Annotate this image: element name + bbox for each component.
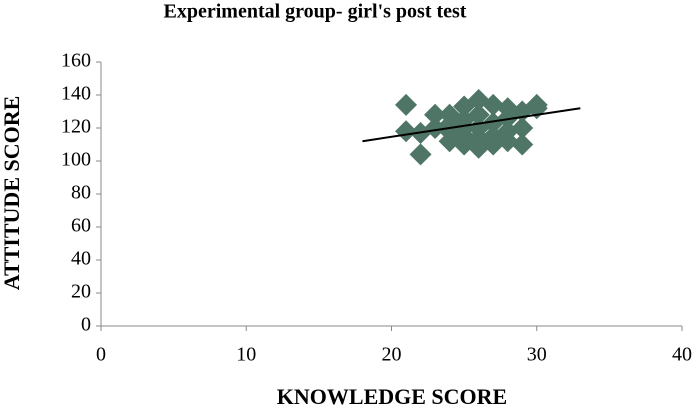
y-tick-label: 60	[71, 215, 91, 237]
y-tick-label: 160	[61, 50, 91, 72]
data-point	[511, 133, 534, 156]
data-point	[511, 117, 534, 139]
chart-title: Experimental group- girl's post test	[164, 1, 467, 23]
x-tick-label: 40	[672, 344, 692, 366]
data-point	[467, 103, 490, 126]
y-axis-title: ATTITUDE SCORE	[0, 96, 24, 291]
y-tick-label: 100	[61, 149, 91, 171]
data-point	[482, 133, 505, 156]
data-point	[424, 103, 447, 126]
data-point	[453, 117, 476, 139]
x-tick-label: 20	[382, 344, 402, 366]
x-tick-label: 10	[236, 344, 256, 366]
data-point	[496, 130, 519, 153]
y-tick-label: 120	[61, 116, 91, 138]
y-tick-label: 140	[61, 83, 91, 105]
data-point	[424, 117, 447, 139]
data-point	[409, 143, 432, 166]
x-axis-title: KNOWLEDGE SCORE	[277, 384, 507, 409]
data-point	[395, 120, 418, 143]
y-tick-label: 40	[71, 248, 91, 270]
y-tick-label: 20	[71, 281, 91, 303]
data-point	[395, 93, 418, 116]
x-tick-label: 30	[527, 344, 547, 366]
trendline	[362, 107, 581, 143]
y-tick-label: 80	[71, 182, 91, 204]
y-tick-label: 0	[81, 314, 91, 336]
data-point	[482, 93, 505, 116]
x-tick-label: 0	[96, 344, 106, 366]
